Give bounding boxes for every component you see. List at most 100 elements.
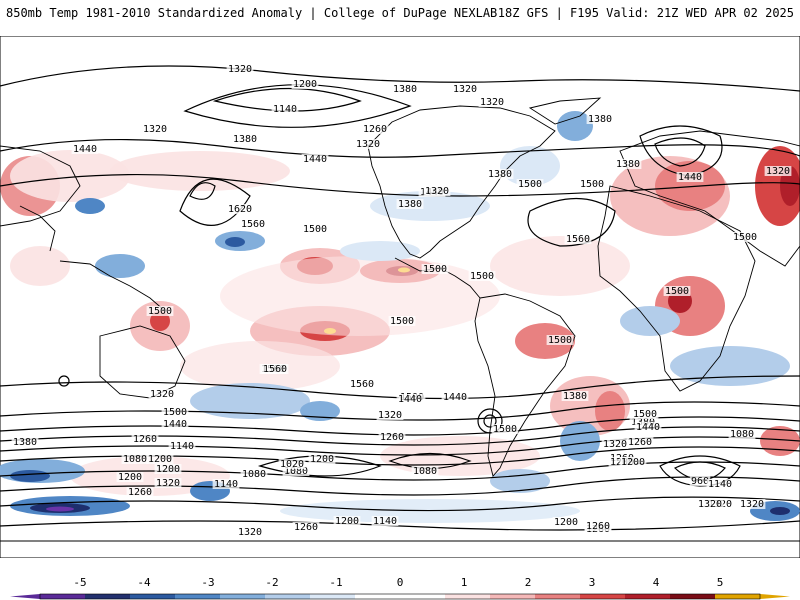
contour-label-bg <box>240 469 268 479</box>
contour-label: 1320 <box>143 124 167 135</box>
contour-label-bg <box>421 264 449 274</box>
colorbar-bar <box>10 593 790 600</box>
contour-label: 1380 <box>488 169 512 180</box>
contour-label-bg <box>141 124 169 134</box>
contour-label: 1320 <box>156 478 180 489</box>
contour-label-bg <box>728 429 756 439</box>
contour-label: 1260 <box>380 432 404 443</box>
map-title: 850mb Temp 1981-2010 Standardized Anomal… <box>6 6 498 20</box>
contour-label: 1500 <box>518 179 542 190</box>
contour-label: 1380 <box>616 159 640 170</box>
contour-label: 1320 <box>228 64 252 75</box>
contour-label-bg <box>148 389 176 399</box>
contour-label-bg <box>354 139 382 149</box>
contour-label-bg <box>663 286 691 296</box>
contour-label-bg <box>689 476 711 486</box>
colorbar-segment <box>175 594 221 599</box>
contour-label: 1200 <box>310 454 334 465</box>
contour-label: 1380 <box>13 437 37 448</box>
contour-label: 1320 <box>425 186 449 197</box>
contour-label: 1260 <box>128 487 152 498</box>
contour-label-bg <box>546 335 574 345</box>
contour-label-bg <box>236 527 264 537</box>
contour-label: 1080 <box>413 466 437 477</box>
contour-label: 1500 <box>493 424 517 435</box>
contour-label-bg <box>564 234 592 244</box>
contour-label-bg <box>378 432 406 442</box>
contour-label-bg <box>696 499 724 509</box>
contour-label-bg <box>371 516 399 526</box>
colorbar-segment <box>400 594 446 599</box>
colorbar-tick-label: -1 <box>329 576 342 589</box>
contour-label-bg <box>154 478 182 488</box>
colorbar-segment <box>85 594 131 599</box>
contour-label-bg <box>391 84 419 94</box>
colorbar-tick-label: 1 <box>461 576 468 589</box>
colorbar-min-arrow <box>10 594 40 599</box>
contour-label-bg <box>584 521 612 531</box>
colorbar-segment <box>670 594 716 599</box>
contour-label-bg <box>738 499 766 509</box>
contour-label-bg <box>619 457 647 467</box>
maritime-continent-outline <box>59 260 166 312</box>
contour-label-bg <box>348 379 376 389</box>
contour-label: 1080 <box>242 469 266 480</box>
contour-label: 1320 <box>356 139 380 150</box>
contour-label: 1260 <box>363 124 387 135</box>
contour-label-bg <box>212 479 240 489</box>
contour-label: 1500 <box>303 224 327 235</box>
contour-label-bg <box>161 419 189 429</box>
contour-label: 1500 <box>548 335 572 346</box>
contour-label-bg <box>301 224 329 234</box>
contour-label: 1080 <box>284 466 308 477</box>
coastlines <box>0 97 800 542</box>
contour-label: 1140 <box>214 479 238 490</box>
contour-label: 1440 <box>303 154 327 165</box>
contour-label: 1440 <box>678 172 702 183</box>
contour-label-bg <box>516 179 544 189</box>
contour-label-bg <box>121 454 149 464</box>
contour-label-bg <box>764 166 792 176</box>
contour-label-bg <box>168 441 196 451</box>
contour-label-bg <box>226 64 254 74</box>
contour-label-bg <box>308 454 336 464</box>
contour-label: 1320 <box>603 439 627 450</box>
contour-label: 1140 <box>373 516 397 527</box>
contour-label: 1260 <box>133 434 157 445</box>
contour-label-bg <box>146 306 174 316</box>
contour-label: 1200 <box>148 454 172 465</box>
contour-label: 960 <box>691 476 709 487</box>
colorbar-segment <box>220 594 266 599</box>
contour-label-bg <box>11 437 39 447</box>
contour-label: 1080 <box>730 429 754 440</box>
contour-label-bg <box>676 172 704 182</box>
contour-label: 1200 <box>293 79 317 90</box>
contour-label-bg <box>731 232 759 242</box>
contour-label-bg <box>361 124 389 134</box>
contour-label-bg <box>239 219 267 229</box>
contour-label-bg <box>154 464 182 474</box>
contour-label: 1380 <box>588 114 612 125</box>
contour-label-bg <box>631 409 659 419</box>
contour-label-bg <box>561 391 589 401</box>
colorbar-outline <box>39 593 761 600</box>
contour-label-bg <box>441 392 469 402</box>
contour-label-bg <box>226 204 254 214</box>
contour-label-bg <box>423 186 451 196</box>
contour-label: 1560 <box>241 219 265 230</box>
colorbar-segment <box>130 594 176 599</box>
colorbar-tick-label: 5 <box>717 576 724 589</box>
contour-label-bg <box>278 459 306 469</box>
contour-label: 1320 <box>150 389 174 400</box>
contour-label-bg <box>131 434 159 444</box>
contour-label-bg <box>706 479 734 489</box>
contour-label-bg <box>116 472 144 482</box>
contour-label: 1320 <box>766 166 790 177</box>
contour-label: 1500 <box>423 264 447 275</box>
contour-label: 1380 <box>563 391 587 402</box>
contour-label: 1620 <box>228 204 252 215</box>
colorbar-segment <box>625 594 671 599</box>
contour-label: 1440 <box>73 144 97 155</box>
contour-label-bg <box>411 466 439 476</box>
contour-label: 1200 <box>621 457 645 468</box>
